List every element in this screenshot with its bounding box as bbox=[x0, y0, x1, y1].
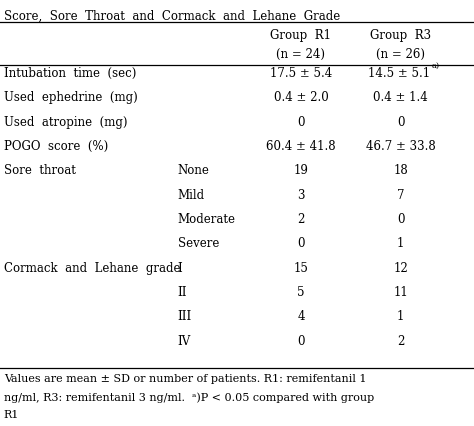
Text: Values are mean ± SD or number of patients. R1: remifentanil 1: Values are mean ± SD or number of patien… bbox=[4, 374, 366, 383]
Text: 0: 0 bbox=[297, 237, 305, 250]
Text: 11: 11 bbox=[393, 285, 408, 298]
Text: 0.4 ± 2.0: 0.4 ± 2.0 bbox=[273, 91, 328, 104]
Text: 7: 7 bbox=[397, 188, 404, 201]
Text: 0: 0 bbox=[297, 334, 305, 347]
Text: 14.5 ± 5.1: 14.5 ± 5.1 bbox=[367, 67, 430, 80]
Text: 17.5 ± 5.4: 17.5 ± 5.4 bbox=[270, 67, 332, 80]
Text: 1: 1 bbox=[397, 310, 404, 322]
Text: R1: R1 bbox=[4, 409, 19, 419]
Text: Mild: Mild bbox=[178, 188, 205, 201]
Text: Used  ephedrine  (mg): Used ephedrine (mg) bbox=[4, 91, 137, 104]
Text: Group  R3: Group R3 bbox=[370, 29, 431, 42]
Text: ng/ml, R3: remifentanil 3 ng/ml.  ᵃ)P < 0.05 compared with group: ng/ml, R3: remifentanil 3 ng/ml. ᵃ)P < 0… bbox=[4, 391, 374, 402]
Text: Sore  throat: Sore throat bbox=[4, 164, 76, 177]
Text: I: I bbox=[178, 261, 182, 274]
Text: POGO  score  (%): POGO score (%) bbox=[4, 140, 108, 153]
Text: None: None bbox=[178, 164, 210, 177]
Text: 0: 0 bbox=[397, 115, 404, 128]
Text: (n = 24): (n = 24) bbox=[276, 48, 326, 60]
Text: 60.4 ± 41.8: 60.4 ± 41.8 bbox=[266, 140, 336, 153]
Text: 46.7 ± 33.8: 46.7 ± 33.8 bbox=[365, 140, 436, 153]
Text: Severe: Severe bbox=[178, 237, 219, 250]
Text: 12: 12 bbox=[393, 261, 408, 274]
Text: 15: 15 bbox=[293, 261, 309, 274]
Text: 0: 0 bbox=[397, 213, 404, 225]
Text: a): a) bbox=[431, 62, 439, 69]
Text: 5: 5 bbox=[297, 285, 305, 298]
Text: 0.4 ± 1.4: 0.4 ± 1.4 bbox=[373, 91, 428, 104]
Text: III: III bbox=[178, 310, 192, 322]
Text: 0: 0 bbox=[297, 115, 305, 128]
Text: Used  atropine  (mg): Used atropine (mg) bbox=[4, 115, 128, 128]
Text: Moderate: Moderate bbox=[178, 213, 236, 225]
Text: Cormack  and  Lehane  grade: Cormack and Lehane grade bbox=[4, 261, 180, 274]
Text: 1: 1 bbox=[397, 237, 404, 250]
Text: (n = 26): (n = 26) bbox=[376, 48, 425, 60]
Text: II: II bbox=[178, 285, 187, 298]
Text: 19: 19 bbox=[293, 164, 309, 177]
Text: 4: 4 bbox=[297, 310, 305, 322]
Text: Intubation  time  (sec): Intubation time (sec) bbox=[4, 67, 136, 80]
Text: IV: IV bbox=[178, 334, 191, 347]
Text: 2: 2 bbox=[397, 334, 404, 347]
Text: Group  R1: Group R1 bbox=[271, 29, 331, 42]
Text: 18: 18 bbox=[393, 164, 408, 177]
Text: 3: 3 bbox=[297, 188, 305, 201]
Text: Score,  Sore  Throat  and  Cormack  and  Lehane  Grade: Score, Sore Throat and Cormack and Lehan… bbox=[4, 9, 340, 22]
Text: 2: 2 bbox=[297, 213, 305, 225]
